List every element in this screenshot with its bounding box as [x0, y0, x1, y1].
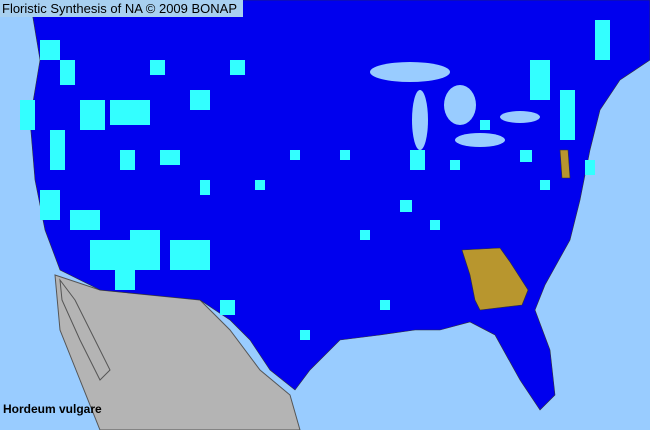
- county-patch: [220, 300, 235, 315]
- county-patch: [115, 260, 135, 290]
- county-patch: [200, 180, 210, 195]
- county-patch: [230, 60, 245, 75]
- species-name: Hordeum vulgare: [3, 402, 102, 416]
- county-patch: [50, 130, 65, 170]
- county-present-patches: [20, 20, 610, 340]
- county-patch: [300, 330, 310, 340]
- baja-california: [59, 278, 111, 381]
- county-patch: [520, 150, 532, 162]
- county-patch: [430, 220, 440, 230]
- county-patch: [400, 200, 412, 212]
- delaware-highlight: [559, 149, 571, 179]
- county-patch: [540, 180, 550, 190]
- county-patch: [530, 60, 550, 100]
- county-patch: [340, 150, 350, 160]
- county-patch: [480, 120, 490, 130]
- county-patch: [80, 100, 105, 130]
- county-patch: [40, 40, 60, 60]
- county-patch: [120, 150, 135, 170]
- county-patch: [380, 300, 390, 310]
- county-patch: [585, 160, 595, 175]
- great-lakes: [370, 62, 540, 150]
- county-patch: [110, 100, 150, 125]
- county-patch: [190, 90, 210, 110]
- county-patch: [70, 210, 100, 230]
- county-patch: [450, 160, 460, 170]
- county-patch: [560, 90, 575, 140]
- map-title: Floristic Synthesis of NA © 2009 BONAP: [0, 0, 244, 17]
- county-patch: [60, 60, 75, 85]
- county-patch: [360, 230, 370, 240]
- county-patch: [20, 100, 35, 130]
- county-patch: [255, 180, 265, 190]
- county-patch: [170, 240, 210, 270]
- county-patch: [290, 150, 300, 160]
- county-patch: [595, 20, 610, 60]
- county-patch: [160, 150, 180, 165]
- county-patch: [410, 150, 425, 170]
- county-patch: [150, 60, 165, 75]
- georgia-highlight: [461, 247, 529, 311]
- county-patch: [40, 190, 60, 220]
